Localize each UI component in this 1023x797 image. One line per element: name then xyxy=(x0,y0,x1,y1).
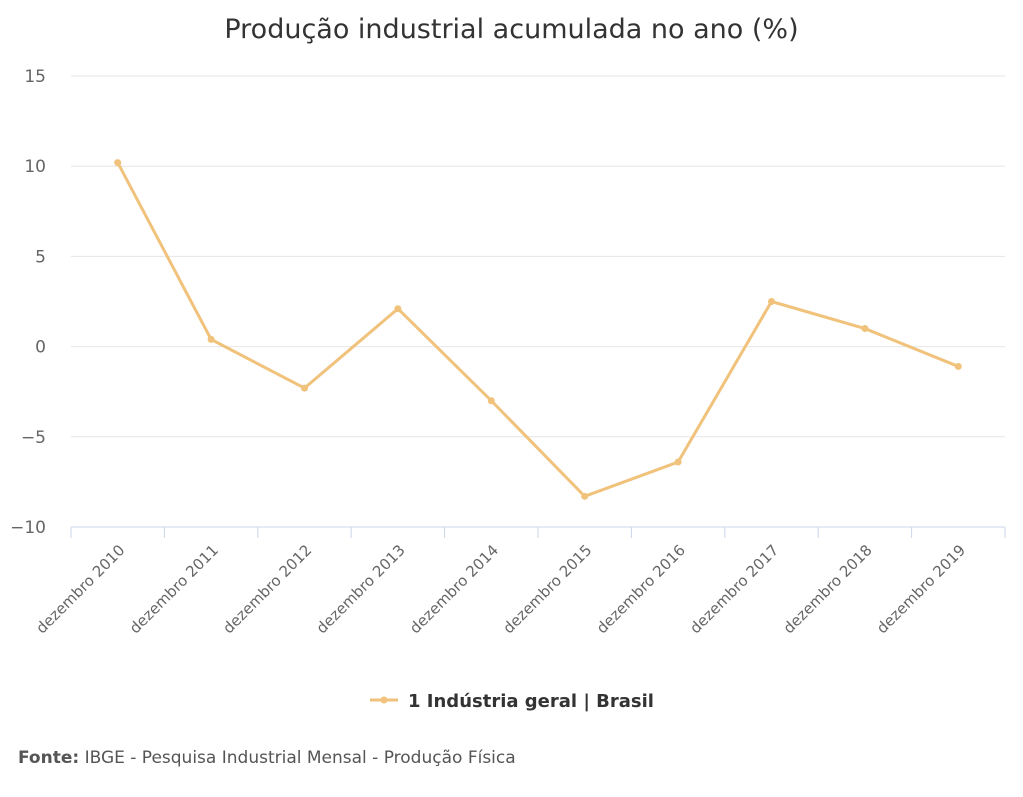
x-tick-label: dezembro 2019 xyxy=(873,541,969,637)
x-tick-label: dezembro 2011 xyxy=(126,541,222,637)
series-line xyxy=(116,161,960,498)
source-text: IBGE - Pesquisa Industrial Mensal - Prod… xyxy=(79,748,516,768)
data-point xyxy=(861,325,869,333)
x-tick-label: dezembro 2013 xyxy=(313,541,409,637)
y-tick-label: 15 xyxy=(24,67,46,87)
data-point xyxy=(674,458,682,466)
source-note: Fonte: IBGE - Pesquisa Industrial Mensal… xyxy=(18,748,516,768)
legend-label: 1 Indústria geral | Brasil xyxy=(408,691,654,712)
chart-title: Produção industrial acumulada no ano (%) xyxy=(224,14,799,45)
y-tick-label: 0 xyxy=(35,338,46,358)
legend-marker xyxy=(380,696,388,704)
x-tick-label: dezembro 2010 xyxy=(32,541,128,637)
y-tick-label: 10 xyxy=(24,157,46,177)
y-axis: 15 10 5 0 −5 −10 xyxy=(10,67,46,538)
x-tick-label: dezembro 2016 xyxy=(593,541,689,637)
data-point xyxy=(394,305,402,313)
x-tick-label: dezembro 2018 xyxy=(780,541,876,637)
data-point xyxy=(114,159,122,167)
data-point xyxy=(301,384,308,392)
x-tick-label: dezembro 2015 xyxy=(499,541,595,637)
data-point xyxy=(207,335,215,343)
data-point xyxy=(487,397,495,405)
y-tick-label: −10 xyxy=(10,518,46,538)
x-tick-label: dezembro 2012 xyxy=(219,541,315,637)
gridlines xyxy=(71,75,1005,438)
y-tick-label: 5 xyxy=(35,247,46,267)
y-tick-label: −5 xyxy=(21,428,46,448)
data-point xyxy=(954,362,962,370)
data-point xyxy=(581,492,589,500)
series-layer xyxy=(114,159,962,500)
source-label: Fonte: xyxy=(18,748,80,768)
legend[interactable]: 1 Indústria geral | Brasil xyxy=(370,691,654,712)
x-tick-label: dezembro 2017 xyxy=(686,541,782,637)
data-point xyxy=(768,298,775,305)
x-tick-label: dezembro 2014 xyxy=(406,541,502,637)
